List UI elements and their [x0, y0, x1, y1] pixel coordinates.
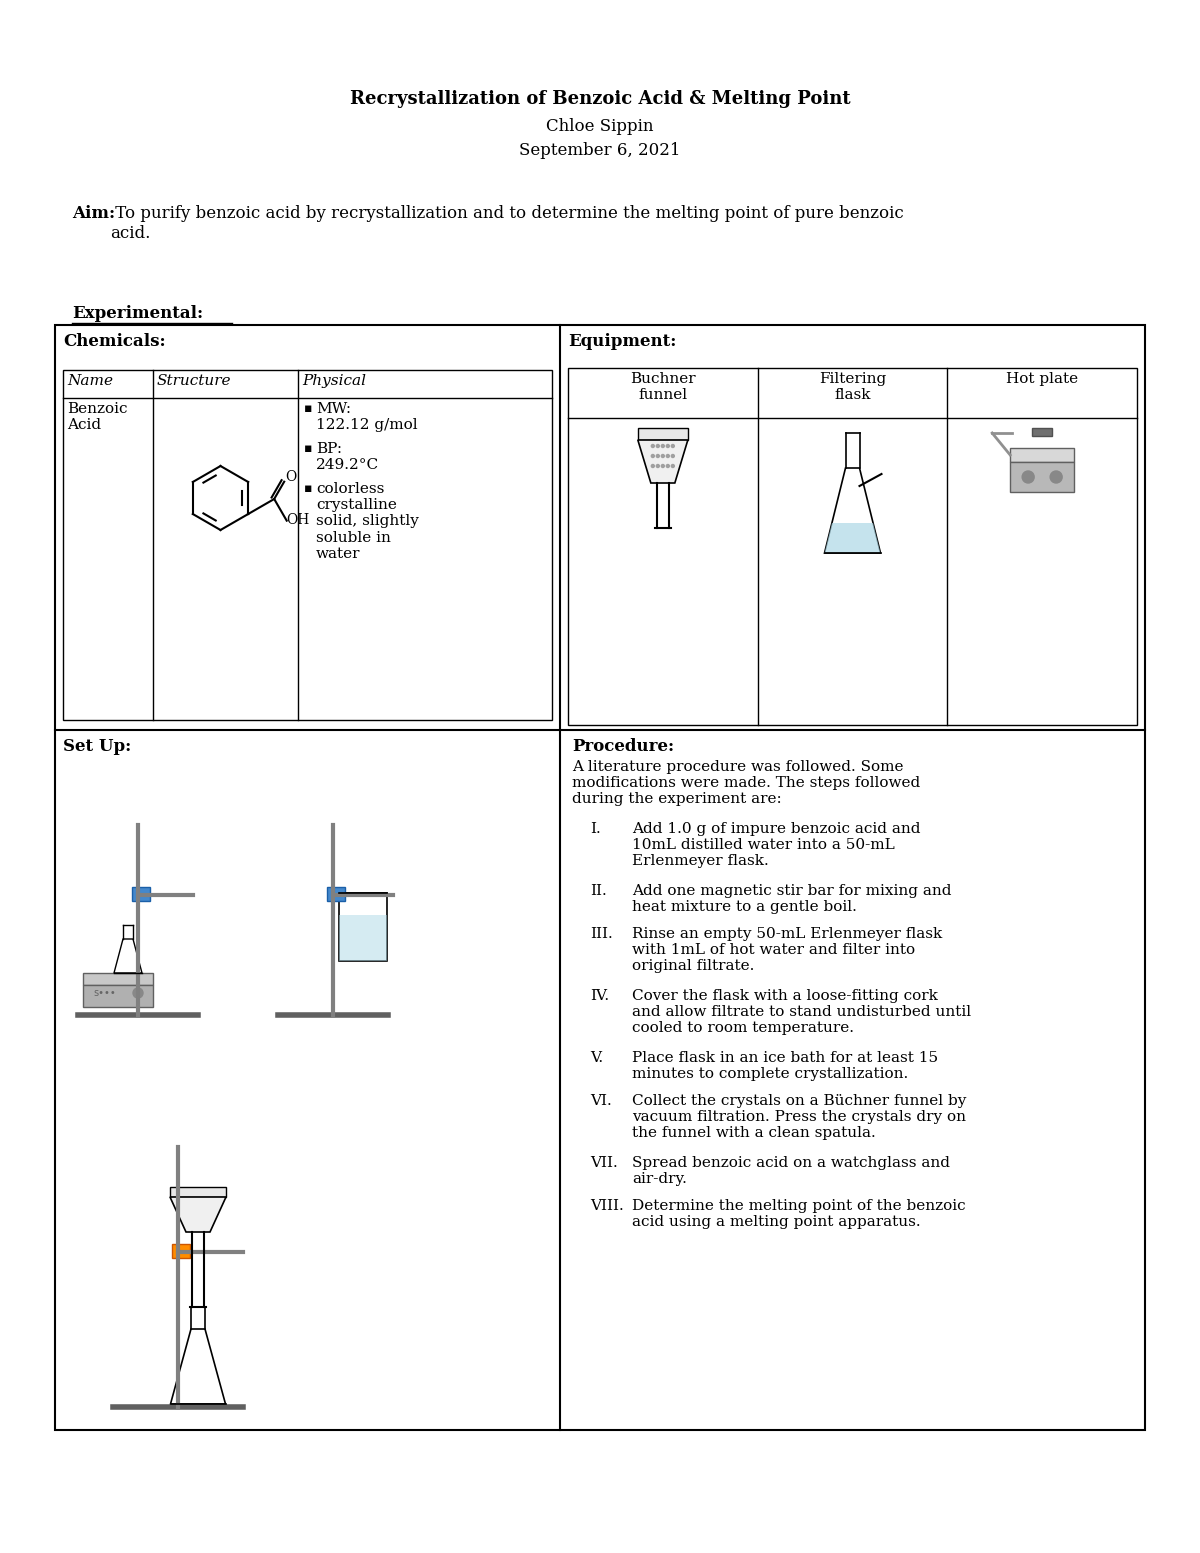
Text: Hot plate: Hot plate — [1006, 373, 1079, 387]
Text: Structure: Structure — [157, 374, 232, 388]
Circle shape — [666, 444, 670, 447]
Text: Determine the melting point of the benzoic
acid using a melting point apparatus.: Determine the melting point of the benzo… — [632, 1199, 966, 1230]
Text: September 6, 2021: September 6, 2021 — [520, 141, 680, 158]
Text: Rinse an empty 50-mL Erlenmeyer flask
with 1mL of hot water and filter into
orig: Rinse an empty 50-mL Erlenmeyer flask wi… — [632, 927, 942, 974]
Text: MW:
122.12 g/mol: MW: 122.12 g/mol — [316, 402, 418, 432]
Circle shape — [133, 988, 143, 999]
Text: ▪: ▪ — [304, 443, 312, 455]
Circle shape — [661, 455, 665, 458]
Text: Aim:: Aim: — [72, 205, 115, 222]
Text: Physical: Physical — [302, 374, 366, 388]
Text: Recrystallization of Benzoic Acid & Melting Point: Recrystallization of Benzoic Acid & Melt… — [349, 90, 851, 109]
Circle shape — [661, 464, 665, 467]
Text: Buchner
funnel: Buchner funnel — [630, 373, 696, 402]
Text: Name: Name — [67, 374, 113, 388]
Bar — [1032, 429, 1052, 436]
Polygon shape — [824, 523, 881, 553]
Bar — [170, 1186, 226, 1197]
Text: Procedure:: Procedure: — [572, 738, 674, 755]
Bar — [64, 370, 552, 721]
Text: Add 1.0 g of impure benzoic acid and
10mL distilled water into a 50-mL
Erlenmeye: Add 1.0 g of impure benzoic acid and 10m… — [632, 822, 920, 868]
Text: O: O — [286, 469, 296, 483]
Text: VII.: VII. — [590, 1155, 618, 1169]
Text: Cover the flask with a loose-fitting cork
and allow filtrate to stand undisturbe: Cover the flask with a loose-fitting cor… — [632, 989, 971, 1036]
Circle shape — [666, 464, 670, 467]
Circle shape — [671, 444, 674, 447]
Text: Filtering
flask: Filtering flask — [818, 373, 886, 402]
Text: ▪: ▪ — [304, 481, 312, 495]
Circle shape — [1050, 471, 1062, 483]
Text: VI.: VI. — [590, 1093, 612, 1107]
Text: Chemicals:: Chemicals: — [64, 332, 166, 349]
Bar — [340, 915, 386, 961]
Polygon shape — [638, 439, 688, 483]
Polygon shape — [170, 1197, 226, 1232]
Text: Benzoic
Acid: Benzoic Acid — [67, 402, 127, 432]
Text: OH: OH — [287, 512, 310, 526]
Bar — [83, 985, 154, 1006]
Text: Equipment:: Equipment: — [568, 332, 677, 349]
Bar — [1010, 447, 1074, 461]
Text: Experimental:: Experimental: — [72, 304, 203, 321]
Bar — [340, 893, 386, 961]
Text: s•••: s••• — [94, 988, 115, 999]
Text: colorless
crystalline
solid, slightly
soluble in
water: colorless crystalline solid, slightly so… — [316, 481, 419, 561]
Circle shape — [652, 455, 654, 458]
Circle shape — [661, 444, 665, 447]
Bar — [326, 887, 346, 901]
Circle shape — [666, 455, 670, 458]
Text: Add one magnetic stir bar for mixing and
heat mixture to a gentle boil.: Add one magnetic stir bar for mixing and… — [632, 884, 952, 915]
Circle shape — [671, 455, 674, 458]
Text: Spread benzoic acid on a watchglass and
air-dry.: Spread benzoic acid on a watchglass and … — [632, 1155, 950, 1186]
Text: To purify benzoic acid by recrystallization and to determine the melting point o: To purify benzoic acid by recrystallizat… — [110, 205, 904, 242]
Text: IV.: IV. — [590, 989, 610, 1003]
Text: A literature procedure was followed. Some
modifications were made. The steps fol: A literature procedure was followed. Som… — [572, 759, 920, 806]
Bar — [568, 368, 1138, 725]
Bar — [638, 429, 688, 439]
Text: ▪: ▪ — [304, 402, 312, 415]
Bar — [132, 887, 150, 901]
Text: I.: I. — [590, 822, 601, 836]
Text: II.: II. — [590, 884, 607, 898]
Circle shape — [656, 464, 659, 467]
Text: III.: III. — [590, 927, 613, 941]
Circle shape — [671, 464, 674, 467]
Bar — [55, 325, 1145, 1430]
Text: BP:
249.2°C: BP: 249.2°C — [316, 443, 379, 472]
Circle shape — [656, 444, 659, 447]
Text: Place flask in an ice bath for at least 15
minutes to complete crystallization.: Place flask in an ice bath for at least … — [632, 1051, 938, 1081]
Bar — [1010, 461, 1074, 492]
Bar — [172, 1244, 190, 1258]
Text: Collect the crystals on a Büchner funnel by
vacuum filtration. Press the crystal: Collect the crystals on a Büchner funnel… — [632, 1093, 966, 1140]
Circle shape — [652, 464, 654, 467]
Bar — [83, 974, 154, 985]
Text: Chloe Sippin: Chloe Sippin — [546, 118, 654, 135]
Text: V.: V. — [590, 1051, 604, 1065]
Circle shape — [656, 455, 659, 458]
Text: VIII.: VIII. — [590, 1199, 624, 1213]
Text: Set Up:: Set Up: — [64, 738, 131, 755]
Circle shape — [652, 444, 654, 447]
Circle shape — [1022, 471, 1034, 483]
